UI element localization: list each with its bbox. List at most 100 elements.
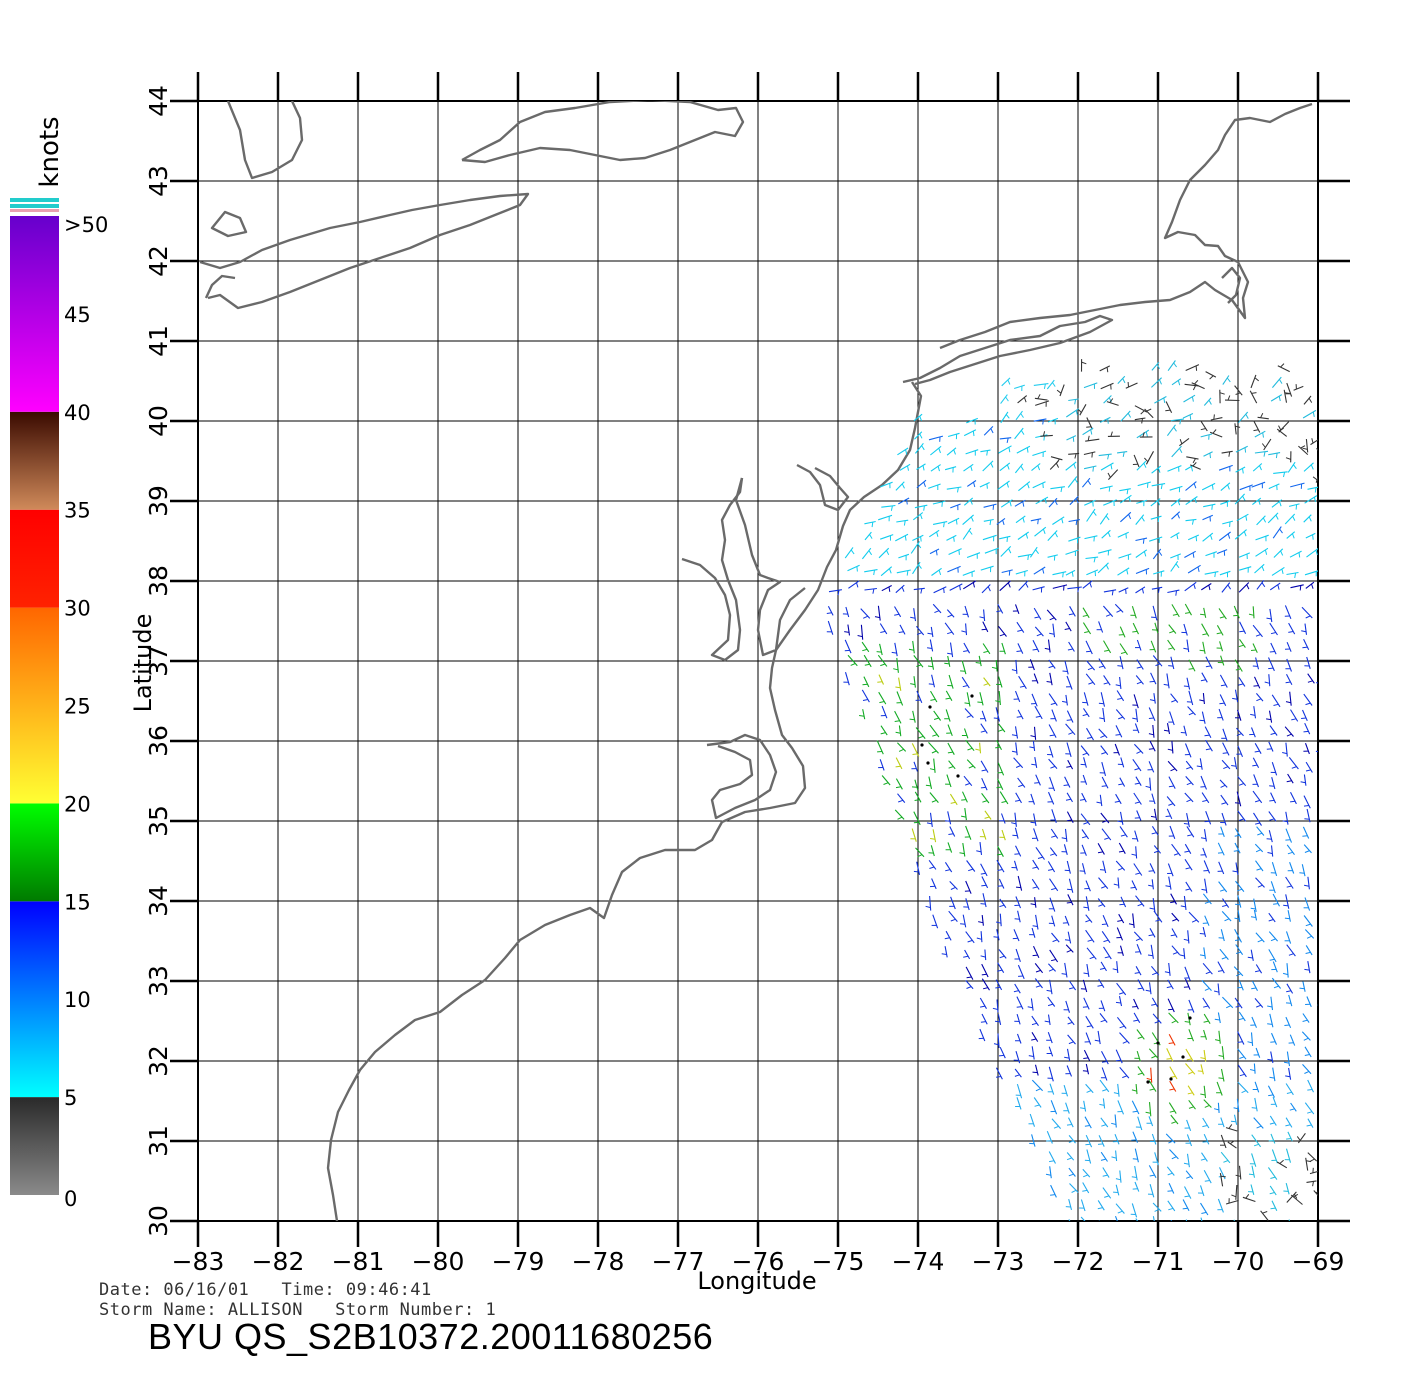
wind-barb: [1134, 767, 1140, 771]
wind-vector: [1254, 1081, 1260, 1093]
wind-vector: [913, 587, 925, 591]
wind-vector: [1050, 1184, 1057, 1198]
wind-barb: [1115, 1178, 1121, 1181]
wind-vector: [1102, 1187, 1112, 1199]
wind-barb: [1283, 471, 1286, 478]
wind-vector: [1120, 896, 1127, 908]
wind-barb: [998, 729, 1004, 732]
wind-vector: [1066, 435, 1077, 441]
wind-barb: [1104, 837, 1110, 840]
wind-vector: [1324, 538, 1335, 541]
wind-barb: [1172, 951, 1178, 955]
wind-vector: [1322, 876, 1326, 889]
wind-vector: [861, 689, 870, 703]
wind-vector: [998, 723, 1006, 733]
wind-barb: [1285, 701, 1292, 704]
wind-barb: [1112, 968, 1118, 971]
wind-barb: [1289, 1108, 1295, 1111]
wind-barb: [1146, 408, 1152, 412]
wind-barb: [1245, 1193, 1250, 1199]
wind-vector: [1013, 860, 1018, 871]
wind-vector: [1035, 914, 1039, 930]
wind-barb: [947, 631, 953, 635]
wind-barb: [1324, 1110, 1329, 1112]
wind-vector: [1134, 417, 1146, 421]
wind-vector: [1013, 757, 1024, 769]
colorbar-tick-label: >50: [64, 213, 108, 237]
wind-barb: [1223, 766, 1229, 770]
wind-vector: [1066, 792, 1073, 803]
wind-barb: [922, 465, 925, 471]
wind-barb: [995, 921, 1002, 924]
wind-vector: [1148, 761, 1155, 773]
wind-vector: [864, 569, 878, 573]
wind-barb: [1185, 867, 1191, 870]
wind-barb: [1214, 1039, 1221, 1042]
wind-vector: [1086, 508, 1096, 522]
wind-vector: [1234, 659, 1243, 672]
wind-barb: [1128, 514, 1132, 520]
wind-vector: [1081, 829, 1090, 840]
wind-barb: [1050, 1194, 1056, 1196]
wind-barb: [1264, 681, 1270, 684]
product-id: BYU QS_S2B10372.20011680256: [148, 1316, 714, 1357]
wind-vector: [1201, 1152, 1208, 1162]
wind-vector: [1066, 811, 1074, 823]
wind-barb: [874, 616, 880, 619]
wind-barb: [1068, 1041, 1074, 1045]
wind-barb: [1148, 733, 1154, 736]
wind-vector: [1270, 642, 1277, 655]
wind-vector: [1068, 1135, 1076, 1144]
wind-vector: [1152, 724, 1155, 738]
wind-vector: [1137, 979, 1145, 991]
wind-barb: [1228, 1124, 1233, 1129]
wind-barb: [1266, 617, 1272, 620]
wind-barb: [1165, 885, 1171, 888]
wind-vector: [910, 541, 920, 554]
wind-vector: [998, 676, 1003, 688]
wind-vector: [1068, 878, 1074, 893]
wind-barb: [1127, 412, 1132, 418]
wind-vector: [1220, 500, 1231, 505]
wind-vector: [931, 674, 936, 688]
wind-vector: [1135, 846, 1138, 859]
wind-barb: [908, 648, 915, 651]
wind-vector: [1049, 1166, 1052, 1179]
wind-barb: [1188, 1106, 1194, 1109]
wind-vector: [944, 946, 948, 958]
wind-barb: [1282, 972, 1289, 976]
wind-barb: [1177, 500, 1181, 506]
wind-barb: [1269, 1076, 1275, 1079]
wind-vector: [1136, 639, 1142, 651]
storm-line: Storm Name: ALLISON Storm Number: 1: [99, 1300, 497, 1320]
wind-barb: [1111, 1122, 1117, 1125]
wind-vector: [961, 676, 970, 689]
wind-barb: [1160, 484, 1163, 490]
wind-vector: [1302, 409, 1317, 419]
wind-barb: [916, 632, 922, 635]
wind-barb: [1092, 511, 1097, 516]
wind-barb: [981, 973, 987, 976]
wind-vector: [898, 497, 910, 505]
wind-vector: [995, 1067, 1003, 1080]
wind-barb: [1118, 992, 1125, 995]
wind-vector: [1238, 677, 1246, 687]
wind-vector: [933, 586, 947, 594]
wind-vector: [946, 774, 952, 788]
wind-barb: [1137, 903, 1143, 907]
wind-vector: [1185, 1048, 1194, 1062]
lon-tick-label: −83: [172, 1247, 225, 1276]
wind-barb: [964, 702, 970, 705]
wind-barb: [1177, 380, 1181, 386]
wind-vector: [981, 978, 990, 991]
wind-barb: [1012, 834, 1018, 837]
wind-barb: [1220, 784, 1226, 788]
wind-vector: [1100, 1117, 1109, 1128]
wind-vector: [1171, 511, 1181, 520]
wind-vector: [1218, 608, 1227, 620]
wind-vector: [945, 690, 953, 701]
wind-vector: [1171, 912, 1180, 922]
wind-barb: [1051, 887, 1057, 891]
wind-vector: [1239, 484, 1253, 491]
wind-vector: [896, 657, 899, 673]
